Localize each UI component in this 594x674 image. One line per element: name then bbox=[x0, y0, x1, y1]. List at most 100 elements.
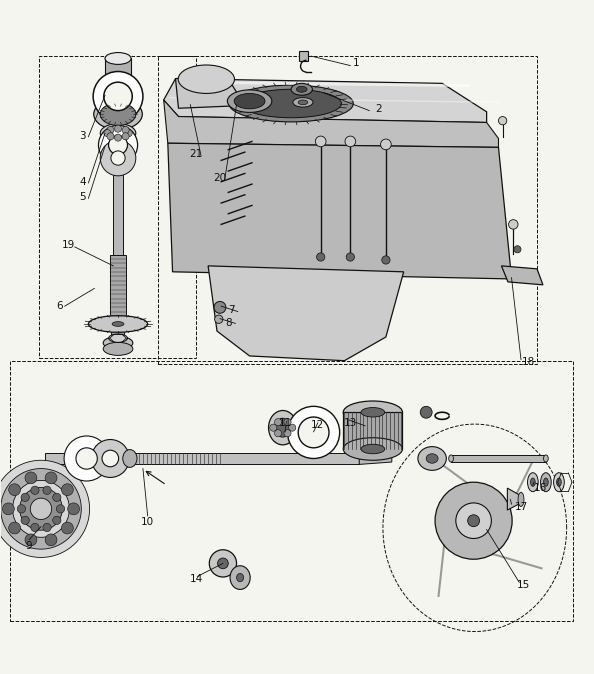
Ellipse shape bbox=[456, 503, 491, 539]
Polygon shape bbox=[208, 266, 404, 361]
Ellipse shape bbox=[229, 85, 353, 122]
Circle shape bbox=[31, 523, 39, 532]
Ellipse shape bbox=[343, 401, 403, 423]
Text: 16: 16 bbox=[533, 483, 546, 493]
Text: 9: 9 bbox=[26, 541, 33, 551]
Circle shape bbox=[214, 315, 223, 324]
Ellipse shape bbox=[109, 334, 128, 342]
Ellipse shape bbox=[518, 492, 524, 506]
Circle shape bbox=[345, 136, 356, 147]
Bar bbox=[343, 412, 403, 449]
Ellipse shape bbox=[30, 498, 52, 520]
Circle shape bbox=[25, 534, 37, 546]
Ellipse shape bbox=[426, 454, 438, 463]
Circle shape bbox=[346, 253, 355, 261]
Ellipse shape bbox=[93, 71, 143, 121]
Bar bbox=[39, 55, 196, 358]
Ellipse shape bbox=[209, 550, 236, 577]
Bar bbox=[45, 452, 359, 464]
Circle shape bbox=[115, 125, 122, 132]
Ellipse shape bbox=[544, 455, 548, 462]
Circle shape bbox=[45, 472, 57, 484]
Ellipse shape bbox=[418, 447, 446, 470]
Polygon shape bbox=[501, 266, 543, 285]
Circle shape bbox=[25, 472, 37, 484]
Circle shape bbox=[421, 406, 432, 418]
Ellipse shape bbox=[234, 94, 265, 109]
Polygon shape bbox=[168, 143, 510, 279]
Circle shape bbox=[61, 522, 73, 534]
Circle shape bbox=[43, 523, 51, 532]
Text: 4: 4 bbox=[79, 177, 86, 187]
Polygon shape bbox=[110, 319, 126, 342]
Circle shape bbox=[53, 516, 61, 524]
Bar bbox=[110, 255, 126, 319]
Ellipse shape bbox=[105, 81, 131, 93]
Circle shape bbox=[9, 484, 21, 495]
Circle shape bbox=[381, 139, 391, 150]
Circle shape bbox=[270, 424, 277, 431]
Ellipse shape bbox=[99, 125, 138, 164]
Ellipse shape bbox=[1, 468, 81, 549]
Circle shape bbox=[21, 493, 29, 501]
Ellipse shape bbox=[76, 448, 97, 469]
Circle shape bbox=[56, 505, 65, 513]
Text: 17: 17 bbox=[514, 502, 527, 512]
Text: 5: 5 bbox=[79, 192, 86, 202]
Circle shape bbox=[508, 220, 518, 229]
Circle shape bbox=[17, 505, 26, 513]
Polygon shape bbox=[359, 452, 392, 464]
Ellipse shape bbox=[12, 481, 69, 537]
Ellipse shape bbox=[287, 406, 340, 458]
Circle shape bbox=[315, 136, 326, 147]
Ellipse shape bbox=[361, 444, 385, 454]
Ellipse shape bbox=[105, 53, 131, 65]
Ellipse shape bbox=[20, 487, 62, 530]
Circle shape bbox=[214, 301, 226, 313]
Ellipse shape bbox=[467, 515, 479, 526]
Text: 6: 6 bbox=[56, 301, 64, 311]
Ellipse shape bbox=[275, 418, 290, 437]
Text: 21: 21 bbox=[189, 150, 203, 160]
Ellipse shape bbox=[103, 342, 133, 355]
Ellipse shape bbox=[296, 86, 307, 92]
Ellipse shape bbox=[236, 574, 244, 582]
Bar bbox=[113, 160, 123, 266]
Ellipse shape bbox=[100, 103, 136, 125]
Ellipse shape bbox=[361, 408, 385, 417]
Ellipse shape bbox=[554, 472, 564, 491]
Ellipse shape bbox=[100, 140, 136, 176]
Text: 11: 11 bbox=[279, 418, 292, 428]
Circle shape bbox=[104, 129, 111, 137]
Ellipse shape bbox=[557, 478, 561, 487]
Polygon shape bbox=[175, 75, 238, 109]
Circle shape bbox=[284, 430, 291, 437]
Circle shape bbox=[274, 419, 282, 426]
Circle shape bbox=[43, 486, 51, 495]
Text: 19: 19 bbox=[62, 240, 75, 250]
Bar bbox=[158, 55, 537, 364]
Ellipse shape bbox=[64, 436, 109, 481]
Circle shape bbox=[122, 127, 129, 133]
Circle shape bbox=[107, 127, 114, 133]
Ellipse shape bbox=[530, 478, 535, 487]
Circle shape bbox=[115, 134, 122, 141]
Ellipse shape bbox=[178, 65, 235, 94]
Ellipse shape bbox=[91, 439, 129, 477]
Ellipse shape bbox=[291, 84, 312, 95]
Circle shape bbox=[289, 424, 296, 431]
Circle shape bbox=[31, 486, 39, 495]
Text: 12: 12 bbox=[311, 420, 324, 430]
Circle shape bbox=[382, 256, 390, 264]
Circle shape bbox=[274, 430, 282, 437]
Ellipse shape bbox=[541, 472, 551, 491]
Ellipse shape bbox=[217, 558, 228, 569]
Text: 2: 2 bbox=[375, 104, 382, 114]
Ellipse shape bbox=[298, 417, 329, 448]
Bar bbox=[451, 455, 546, 462]
Text: 3: 3 bbox=[79, 131, 86, 140]
Ellipse shape bbox=[298, 100, 308, 104]
Circle shape bbox=[284, 419, 291, 426]
Ellipse shape bbox=[89, 315, 148, 332]
Circle shape bbox=[2, 503, 14, 515]
